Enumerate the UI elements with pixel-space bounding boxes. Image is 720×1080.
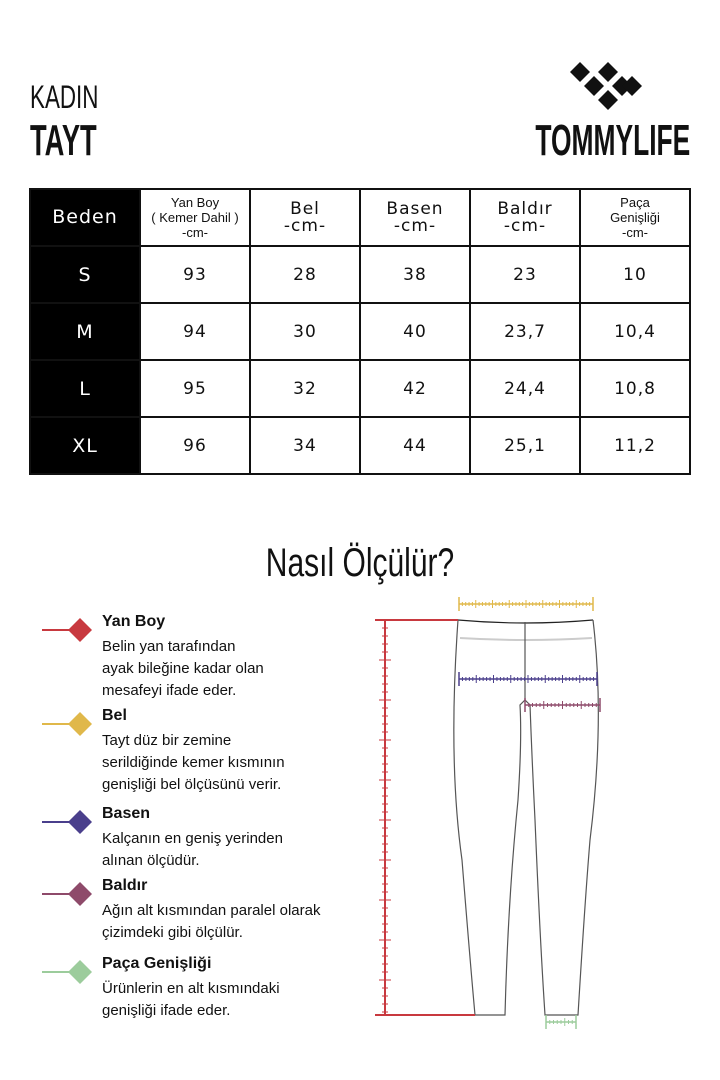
column-header: Basen -cm- xyxy=(359,188,471,247)
size-cell: XL xyxy=(29,416,141,475)
header-line: -cm- xyxy=(182,225,208,240)
header-line: -cm- xyxy=(393,215,437,236)
column-header: Paça Genişliği -cm- xyxy=(579,188,691,247)
value-cell: 23 xyxy=(469,245,581,304)
value-cell: 10,8 xyxy=(579,359,691,418)
legend-desc-line: çizimdeki gibi ölçülür. xyxy=(102,924,243,941)
table-row: L 95 32 42 24,4 10,8 xyxy=(29,359,691,418)
header-line: Bel xyxy=(290,198,320,219)
table-row: S 93 28 38 23 10 xyxy=(29,245,691,304)
value-cell: 11,2 xyxy=(579,416,691,475)
legend-desc-line: genişliği bel ölçüsünü verir. xyxy=(102,776,282,793)
header-line: Beden xyxy=(52,206,118,228)
column-header: Bel -cm- xyxy=(249,188,361,247)
header-line: ( Kemer Dahil ) xyxy=(151,210,239,225)
value-cell: 34 xyxy=(249,416,361,475)
table-row: M 94 30 40 23,7 10,4 xyxy=(29,302,691,361)
header-line: -cm- xyxy=(503,215,547,236)
brand-name: TOMMYLIFE xyxy=(535,116,690,165)
value-cell: 38 xyxy=(359,245,471,304)
legend-desc-line: genişliği ifade eder. xyxy=(102,1002,231,1019)
legend-desc-line: alınan ölçüdür. xyxy=(102,852,200,869)
column-header: Yan Boy( Kemer Dahil ) -cm- xyxy=(139,188,251,247)
column-header: Beden xyxy=(29,188,141,247)
legend-desc-line: mesafeyi ifade eder. xyxy=(102,682,237,699)
size-table: Beden Yan Boy( Kemer Dahil ) -cm- Bel -cm- Ba… xyxy=(29,188,691,475)
size-cell: L xyxy=(29,359,141,418)
diamond-marker-icon xyxy=(42,810,92,834)
value-cell: 24,4 xyxy=(469,359,581,418)
header-line: Yan Boy xyxy=(170,195,220,210)
value-cell: 30 xyxy=(249,302,361,361)
header-line: Paça xyxy=(620,195,650,210)
product-title: TAYT xyxy=(30,116,97,165)
value-cell: 23,7 xyxy=(469,302,581,361)
value-cell: 94 xyxy=(139,302,251,361)
value-cell: 95 xyxy=(139,359,251,418)
value-cell: 10,4 xyxy=(579,302,691,361)
brand-logo-icon xyxy=(570,62,642,110)
category-label: KADIN xyxy=(30,79,99,115)
header-line: Baldır xyxy=(497,198,553,219)
legend-title: Bel xyxy=(102,707,127,724)
value-cell: 40 xyxy=(359,302,471,361)
legend-desc-line: Tayt düz bir zemine xyxy=(102,732,232,749)
size-cell: S xyxy=(29,245,141,304)
legend-title: Basen xyxy=(102,805,151,822)
legend-title: Yan Boy xyxy=(102,613,166,630)
legend-title: Baldır xyxy=(102,877,148,894)
legend-title: Paça Genişliği xyxy=(102,955,212,972)
legend-desc-line: serildiğinde kemer kısmının xyxy=(102,754,285,771)
column-header: Baldır -cm- xyxy=(469,188,581,247)
value-cell: 28 xyxy=(249,245,361,304)
value-cell: 93 xyxy=(139,245,251,304)
value-cell: 25,1 xyxy=(469,416,581,475)
size-cell: M xyxy=(29,302,141,361)
header-line: Genişliği xyxy=(610,210,660,225)
diamond-marker-icon xyxy=(42,882,92,906)
legend-desc-line: Kalçanın en geniş yerinden xyxy=(102,830,283,847)
header-line: -cm- xyxy=(283,215,327,236)
diamond-marker-icon xyxy=(42,618,92,642)
value-cell: 32 xyxy=(249,359,361,418)
header-line: -cm- xyxy=(622,225,648,240)
diamond-marker-icon xyxy=(42,960,92,984)
value-cell: 42 xyxy=(359,359,471,418)
header-line: Basen xyxy=(386,198,444,219)
guide-title: Nasıl Ölçülür? xyxy=(265,541,455,585)
legend-desc-line: Belin yan tarafından xyxy=(102,638,236,655)
legend-desc-line: Ürünlerin en alt kısmındaki xyxy=(102,980,280,997)
legend-desc-line: ayak bileğine kadar olan xyxy=(102,660,264,677)
diamond-marker-icon xyxy=(42,712,92,736)
value-cell: 10 xyxy=(579,245,691,304)
legend-desc-line: Ağın alt kısmından paralel olarak xyxy=(102,902,321,919)
value-cell: 44 xyxy=(359,416,471,475)
table-row: XL 96 34 44 25,1 11,2 xyxy=(29,416,691,475)
value-cell: 96 xyxy=(139,416,251,475)
